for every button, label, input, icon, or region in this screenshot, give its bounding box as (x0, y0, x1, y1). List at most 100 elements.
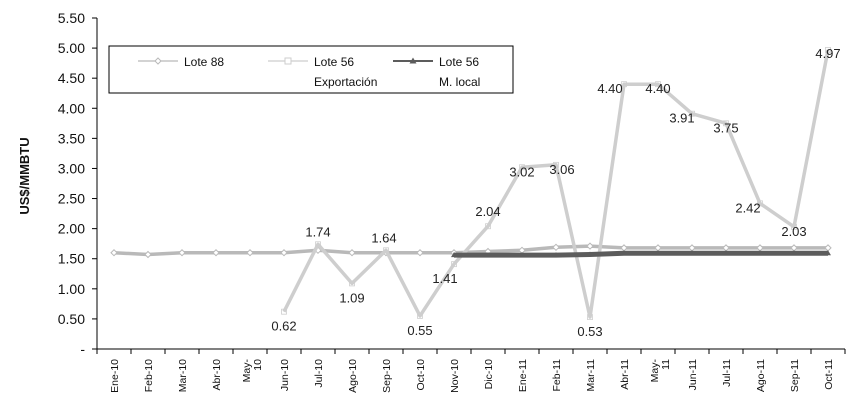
point (519, 164, 525, 171)
point (349, 280, 355, 287)
point (722, 244, 730, 252)
point (519, 252, 525, 258)
series-2 (281, 46, 831, 321)
y-tick-label: 1.00 (58, 281, 85, 297)
point (825, 46, 831, 53)
x-tick-label: Oct-10 (415, 359, 427, 391)
point (757, 250, 763, 256)
series-layer (110, 46, 832, 321)
legend-marker (154, 57, 162, 65)
x-tick-label: Dic-10 (483, 359, 495, 390)
x-tick-label: Sep-11 (789, 359, 801, 392)
legend: Lote 88 Lote 56 Exportación Lote 56 M. local (108, 45, 514, 94)
point (212, 249, 220, 257)
x-tick-label: Oct-11 (823, 359, 835, 390)
data-label: 3.91 (669, 111, 694, 126)
point (825, 250, 831, 256)
legend-item: Lote 88 (138, 55, 224, 69)
data-label: 4.97 (815, 46, 840, 61)
data-label: 1.74 (305, 224, 330, 239)
point (110, 249, 118, 257)
y-tick-label: - (80, 341, 85, 357)
y-tick-label: 2.50 (58, 191, 85, 207)
data-label: 0.53 (577, 324, 602, 339)
point (723, 120, 729, 127)
x-tick-label: Abr-11 (619, 359, 631, 390)
point (315, 241, 321, 248)
data-label: 4.40 (645, 81, 670, 96)
point (552, 243, 560, 251)
point (757, 200, 763, 207)
data-label: 0.55 (407, 323, 432, 338)
point (824, 244, 832, 252)
point (553, 161, 559, 168)
x-tick-label: May-10 (241, 359, 264, 383)
series-3 (451, 250, 831, 258)
point (485, 252, 491, 258)
point (791, 223, 797, 230)
y-tick-label: 5.50 (58, 10, 85, 26)
point (383, 247, 389, 254)
y-tick-label: 2.00 (58, 221, 85, 237)
point (655, 250, 661, 256)
y-tick-label: 3.50 (58, 130, 85, 146)
legend-label-line2: M. local (439, 75, 480, 89)
x-tick-label: Ene-11 (517, 359, 529, 392)
legend-label: Lote 56 (314, 55, 354, 69)
data-label: 1.64 (371, 230, 396, 245)
data-label: 0.62 (271, 319, 296, 334)
y-axis-label: US$/MMBTU (17, 137, 32, 214)
data-label: 4.40 (597, 81, 622, 96)
point (620, 244, 628, 252)
point (144, 250, 152, 259)
point (416, 249, 424, 257)
data-label: 3.06 (549, 162, 574, 177)
point (280, 249, 288, 257)
legend-item: Lote 56 M. local (393, 55, 480, 89)
point (178, 249, 186, 257)
x-tick-label: Ago-10 (347, 359, 359, 393)
point (485, 223, 491, 230)
point (451, 261, 457, 268)
axes: - 0.50 1.00 1.50 2.00 2.50 3.00 3.50 4.00 4.50 5.0… (58, 10, 846, 393)
point (689, 110, 695, 117)
x-tick-label: Sep-10 (381, 359, 393, 393)
x-tick-label: Feb-11 (551, 359, 563, 392)
data-labels: 0.62 1.74 1.09 1.64 0.55 1.41 2.04 3.02 3.06 0.53… (271, 46, 840, 339)
x-tick-label: Jul-11 (721, 359, 733, 387)
series-line (454, 250, 828, 258)
data-label: 1.09 (339, 290, 364, 305)
point (655, 81, 661, 88)
point (790, 244, 798, 252)
point (756, 244, 764, 252)
point (553, 252, 559, 258)
point (654, 244, 662, 252)
y-tick-label: 5.00 (58, 40, 85, 56)
x-tick-label: May-11 (649, 359, 672, 383)
legend-marker (409, 57, 417, 64)
point (621, 81, 627, 88)
y-tick-label: 0.50 (58, 311, 85, 327)
point (587, 251, 593, 257)
y-tick-label: 1.50 (58, 251, 85, 267)
y-tick-label: 4.50 (58, 70, 85, 86)
point (451, 252, 457, 258)
x-tick-label: Mar-10 (177, 359, 189, 392)
point (348, 249, 356, 257)
x-tick-label: Ene-10 (109, 359, 121, 393)
x-tick-label: Nov-10 (449, 359, 461, 393)
data-label: 2.42 (735, 200, 760, 215)
point (688, 244, 696, 252)
legend-label: Lote 88 (184, 55, 224, 69)
y-tick-label: 4.00 (58, 100, 85, 116)
point (723, 250, 729, 256)
data-label: 2.04 (475, 204, 500, 219)
point (281, 308, 287, 315)
point (586, 242, 594, 250)
data-label: 3.02 (509, 164, 534, 179)
data-label: 3.75 (713, 120, 738, 135)
series-line (113, 244, 828, 257)
x-tick-label: Jun-11 (687, 359, 699, 390)
